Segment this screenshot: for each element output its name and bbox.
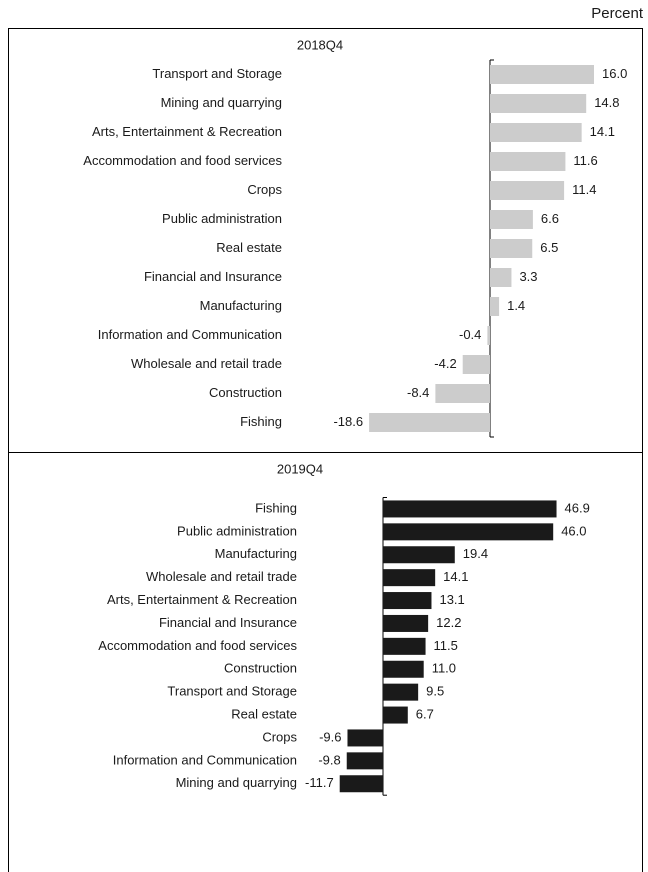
bar [490, 297, 500, 316]
value-label: -0.4 [459, 327, 481, 342]
category-label: Transport and Storage [152, 66, 282, 81]
value-label: 11.4 [572, 182, 596, 197]
category-label: Arts, Entertainment & Recreation [92, 124, 282, 139]
bar [487, 326, 490, 345]
category-label: Information and Communication [113, 752, 297, 767]
value-label: -9.6 [319, 729, 341, 744]
value-label: 12.2 [436, 615, 461, 630]
category-label: Public administration [162, 211, 282, 226]
category-label: Fishing [240, 414, 282, 429]
bar [383, 546, 455, 564]
panel-frame [8, 452, 643, 872]
value-label: 19.4 [463, 546, 488, 561]
bar [369, 413, 490, 432]
category-label: Accommodation and food services [83, 153, 282, 168]
bar [339, 775, 383, 793]
value-label: 11.5 [434, 638, 458, 653]
value-label: -18.6 [333, 414, 363, 429]
bar [490, 152, 566, 171]
category-label: Crops [247, 182, 282, 197]
category-label: Real estate [231, 706, 297, 721]
bar [383, 569, 436, 587]
bar [490, 239, 533, 258]
category-label: Mining and quarrying [161, 95, 282, 110]
category-label: Wholesale and retail trade [131, 356, 282, 371]
bar [383, 683, 419, 701]
category-label: Mining and quarrying [176, 775, 297, 790]
bar [490, 181, 565, 200]
bar [383, 614, 429, 632]
value-label: 16.0 [602, 66, 627, 81]
bar [383, 637, 426, 655]
chart-title: 2019Q4 [277, 461, 323, 476]
value-label: 9.5 [426, 684, 444, 699]
value-label: 11.0 [432, 661, 456, 676]
value-label: 14.8 [594, 95, 619, 110]
category-label: Accommodation and food services [98, 638, 297, 653]
value-label: 46.9 [565, 500, 590, 515]
bar [490, 268, 512, 287]
bar [490, 94, 587, 113]
category-label: Information and Communication [98, 327, 282, 342]
value-label: 6.6 [541, 211, 559, 226]
value-label: -11.7 [305, 775, 334, 790]
value-label: 11.6 [573, 153, 597, 168]
category-label: Manufacturing [215, 546, 297, 561]
bar [346, 752, 383, 770]
category-label: Transport and Storage [167, 684, 297, 699]
bar [383, 592, 432, 610]
category-label: Financial and Insurance [159, 615, 297, 630]
value-label: 6.7 [416, 706, 434, 721]
bar [347, 729, 383, 747]
value-label: 14.1 [443, 569, 468, 584]
value-label: 6.5 [540, 240, 558, 255]
value-label: 13.1 [439, 592, 464, 607]
unit-label: Percent [591, 5, 644, 22]
bar [435, 384, 490, 403]
bar [383, 523, 554, 541]
category-label: Construction [224, 661, 297, 676]
value-label: 1.4 [507, 298, 525, 313]
value-label: -8.4 [407, 385, 429, 400]
bar [383, 500, 557, 518]
category-label: Crops [262, 729, 297, 744]
category-label: Construction [209, 385, 282, 400]
category-label: Fishing [255, 500, 297, 515]
bar [383, 706, 408, 724]
value-label: -4.2 [434, 356, 456, 371]
bar [383, 660, 424, 678]
bar [490, 210, 533, 229]
category-label: Manufacturing [200, 298, 282, 313]
bar [490, 65, 594, 84]
value-label: 3.3 [519, 269, 537, 284]
category-label: Financial and Insurance [144, 269, 282, 284]
category-label: Arts, Entertainment & Recreation [107, 592, 297, 607]
category-label: Wholesale and retail trade [146, 569, 297, 584]
value-label: -9.8 [318, 752, 340, 767]
value-label: 46.0 [561, 523, 586, 538]
bar [462, 355, 490, 374]
chart-title: 2018Q4 [297, 37, 343, 52]
category-label: Real estate [216, 240, 282, 255]
value-label: 14.1 [590, 124, 615, 139]
category-label: Public administration [177, 523, 297, 538]
bar [490, 123, 582, 142]
